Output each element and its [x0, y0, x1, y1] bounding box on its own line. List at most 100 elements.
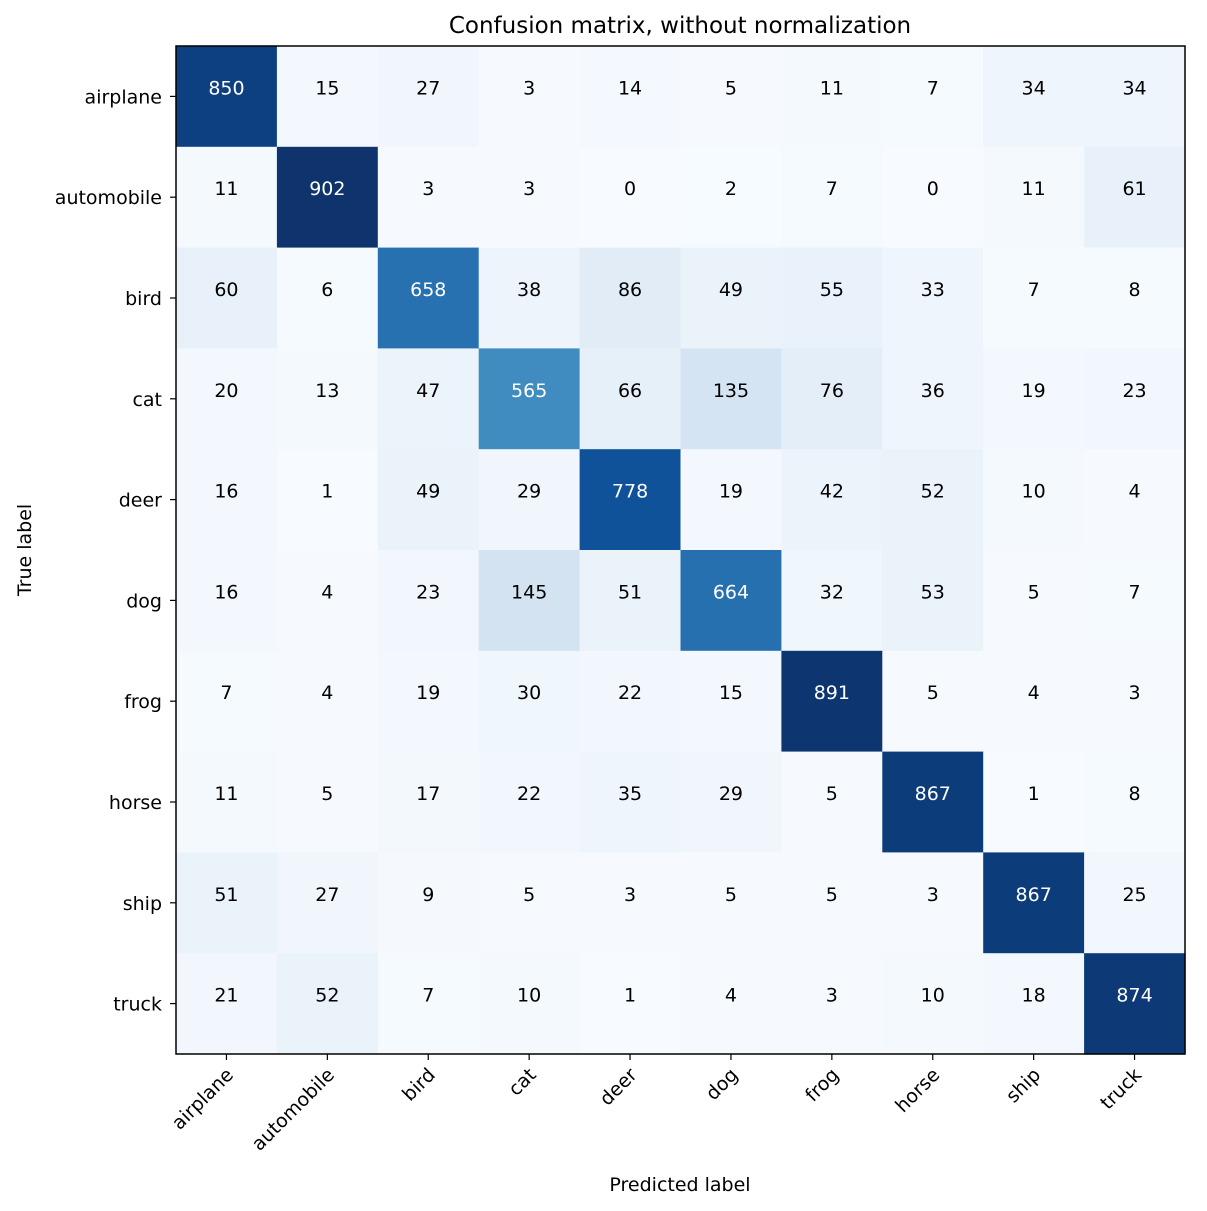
y-tick-label: airplane [85, 86, 162, 108]
heatmap-cell [377, 852, 480, 954]
cell-value-label: 42 [820, 481, 844, 503]
cell-value-label: 5 [826, 884, 838, 906]
y-tick-label: frog [124, 691, 162, 713]
cell-value-label: 52 [921, 481, 945, 503]
cell-value-label: 5 [927, 682, 939, 704]
cell-value-label: 15 [719, 682, 743, 704]
cell-value-label: 76 [820, 380, 844, 402]
heatmap-cell [1084, 953, 1186, 1055]
cell-value-label: 4 [321, 581, 333, 603]
cell-value-label: 61 [1122, 178, 1146, 200]
heatmap-cell [579, 550, 682, 652]
cell-value-label: 4 [725, 985, 737, 1007]
heatmap-cell [781, 852, 883, 954]
cell-value-label: 0 [624, 178, 636, 200]
cell-value-label: 850 [208, 77, 244, 99]
heatmap-cell [377, 650, 480, 753]
heatmap-cell [680, 449, 782, 551]
heatmap-cell [983, 449, 1085, 551]
cell-value-label: 21 [214, 985, 238, 1007]
cell-value-label: 867 [915, 783, 951, 805]
cell-value-label: 3 [624, 884, 636, 906]
cell-value-label: 10 [517, 985, 541, 1007]
cell-value-label: 7 [220, 682, 232, 704]
cell-value-label: 11 [1022, 178, 1046, 200]
heatmap-cell [983, 650, 1085, 753]
chart-title: Confusion matrix, without normalization [449, 13, 911, 39]
heatmap-cell [983, 953, 1085, 1055]
heatmap-cell [781, 449, 883, 551]
y-axis-label: True label [14, 504, 36, 597]
heatmap-cell [478, 852, 581, 954]
heatmap-cell [680, 247, 782, 349]
cell-value-label: 874 [1116, 985, 1152, 1007]
heatmap-cell [276, 650, 379, 753]
y-tick-label: deer [119, 490, 162, 512]
heatmap-cell [176, 348, 278, 450]
heatmap-cell [478, 247, 581, 349]
heatmap-cells [176, 46, 1186, 1055]
heatmap-cell [680, 852, 782, 954]
cell-value-label: 32 [820, 581, 844, 603]
heatmap-cell [478, 550, 581, 652]
heatmap-cell [579, 247, 682, 349]
cell-value-label: 9 [422, 884, 434, 906]
heatmap-cell [781, 550, 883, 652]
heatmap-cell [983, 146, 1085, 249]
cell-value-label: 25 [1122, 884, 1146, 906]
cell-value-label: 145 [511, 581, 547, 603]
cell-value-label: 11 [214, 783, 238, 805]
heatmap-cell [276, 348, 379, 450]
heatmap-cell [478, 348, 581, 450]
cell-value-label: 38 [517, 279, 541, 301]
y-tick-label: ship [123, 893, 162, 915]
cell-value-label: 1 [321, 481, 333, 503]
heatmap-cell [579, 348, 682, 450]
cell-value-label: 33 [921, 279, 945, 301]
heatmap-cell [478, 449, 581, 551]
heatmap-cell [176, 650, 278, 753]
cell-value-label: 7 [1129, 581, 1141, 603]
cell-value-label: 7 [826, 178, 838, 200]
heatmap-cell [680, 348, 782, 450]
heatmap-cell [983, 348, 1085, 450]
cell-value-label: 49 [416, 481, 440, 503]
heatmap-cell [276, 449, 379, 551]
heatmap-cell [1084, 751, 1186, 853]
cell-value-label: 3 [1129, 682, 1141, 704]
cell-value-label: 7 [422, 985, 434, 1007]
cell-value-label: 4 [1129, 481, 1141, 503]
heatmap-cell [377, 146, 480, 249]
heatmap-cell [176, 751, 278, 853]
heatmap-cell [276, 247, 379, 349]
cell-value-label: 23 [1122, 380, 1146, 402]
cell-value-label: 27 [315, 884, 339, 906]
cell-value-label: 3 [826, 985, 838, 1007]
heatmap-cell [882, 953, 984, 1055]
cell-value-label: 3 [422, 178, 434, 200]
heatmap-cell [579, 953, 682, 1055]
heatmap-cell [1084, 46, 1186, 148]
heatmap-cell [680, 146, 782, 249]
heatmap-cell [680, 751, 782, 853]
cell-value-label: 5 [523, 884, 535, 906]
heatmap-cell [680, 550, 782, 652]
y-tick-label: cat [132, 389, 162, 411]
heatmap-cell [579, 146, 682, 249]
heatmap-cell [680, 650, 782, 753]
heatmap-cell [983, 247, 1085, 349]
heatmap-cell [176, 550, 278, 652]
cell-value-label: 18 [1022, 985, 1046, 1007]
cell-value-label: 60 [214, 279, 238, 301]
heatmap-cell [983, 46, 1085, 148]
cell-value-label: 51 [214, 884, 238, 906]
cell-value-label: 22 [618, 682, 642, 704]
heatmap-cell [882, 449, 984, 551]
heatmap-cell [176, 247, 278, 349]
heatmap-cell [781, 953, 883, 1055]
heatmap-cell [276, 852, 379, 954]
cell-value-label: 86 [618, 279, 642, 301]
heatmap-cell [882, 46, 984, 148]
cell-value-label: 30 [517, 682, 541, 704]
